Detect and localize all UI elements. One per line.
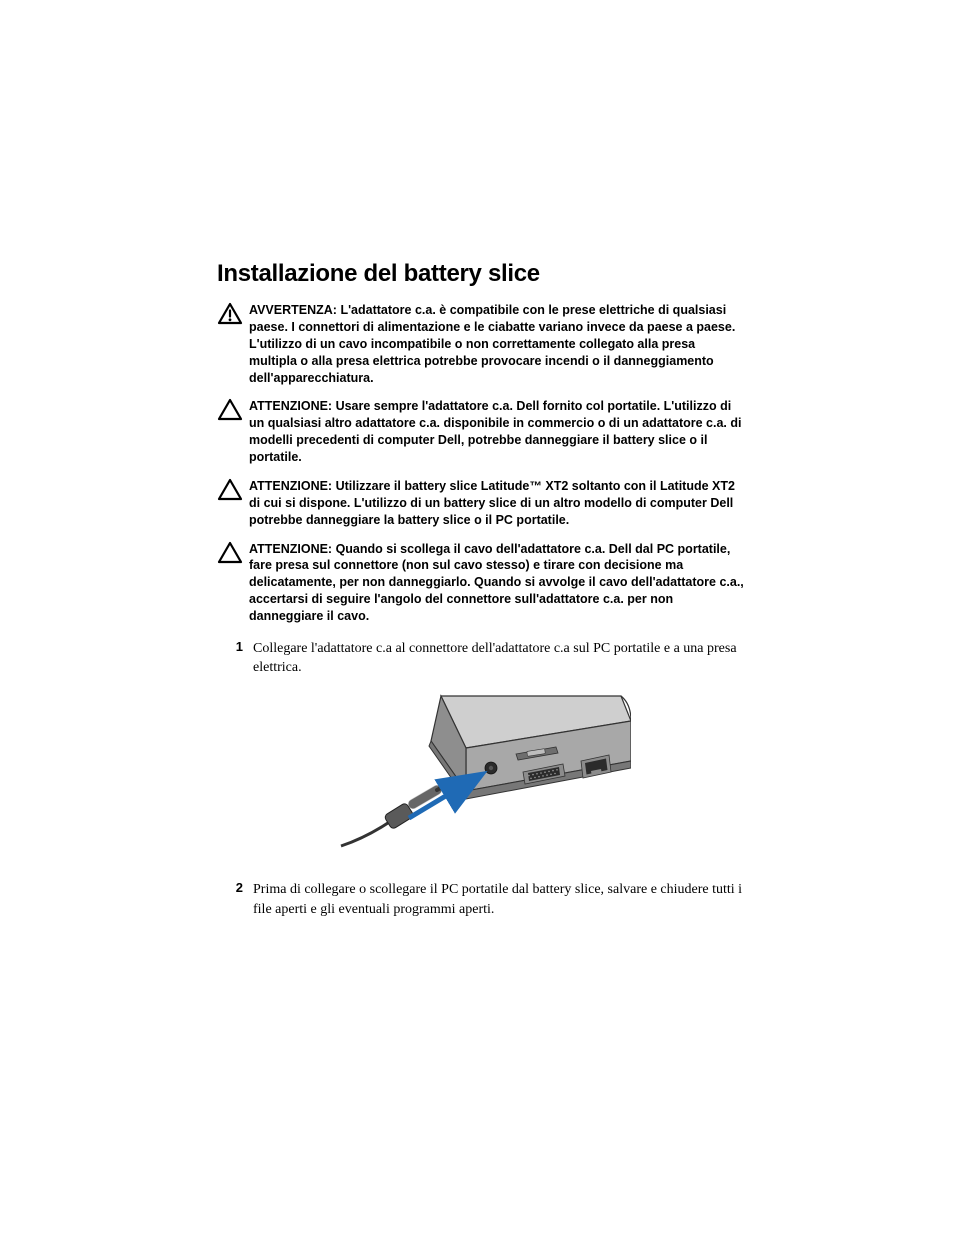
notice-text: AVVERTENZA: L'adattatore c.a. è compatib… <box>249 302 744 386</box>
notice-label: ATTENZIONE: <box>249 479 336 493</box>
adapter-connection-diagram <box>331 686 631 866</box>
step-text: Prima di collegare o scollegare il PC po… <box>253 880 744 919</box>
step-number: 1 <box>217 639 243 654</box>
caution-triangle-icon <box>217 541 243 565</box>
caution-notice: ATTENZIONE: Utilizzare il battery slice … <box>217 478 744 529</box>
caution-triangle-icon <box>217 478 243 502</box>
step-item: 1 Collegare l'adattatore c.a al connettor… <box>217 639 744 678</box>
notice-label: ATTENZIONE: <box>249 542 336 556</box>
step-item: 2 Prima di collegare o scollegare il PC p… <box>217 880 744 919</box>
notice-text: ATTENZIONE: Quando si scollega il cavo d… <box>249 541 744 625</box>
caution-notice: ATTENZIONE: Usare sempre l'adattatore c.… <box>217 398 744 466</box>
notice-text: ATTENZIONE: Utilizzare il battery slice … <box>249 478 744 529</box>
step-text: Collegare l'adattatore c.a al connettore… <box>253 639 744 678</box>
step-number: 2 <box>217 880 243 895</box>
page-title: Installazione del battery slice <box>217 260 744 288</box>
caution-triangle-icon <box>217 398 243 422</box>
notice-label: AVVERTENZA: <box>249 303 340 317</box>
warning-notice: AVVERTENZA: L'adattatore c.a. è compatib… <box>217 302 744 386</box>
notice-label: ATTENZIONE: <box>249 399 336 413</box>
warning-triangle-icon <box>217 302 243 326</box>
caution-notice: ATTENZIONE: Quando si scollega il cavo d… <box>217 541 744 625</box>
notice-text: ATTENZIONE: Usare sempre l'adattatore c.… <box>249 398 744 466</box>
diagram-container <box>217 686 744 866</box>
